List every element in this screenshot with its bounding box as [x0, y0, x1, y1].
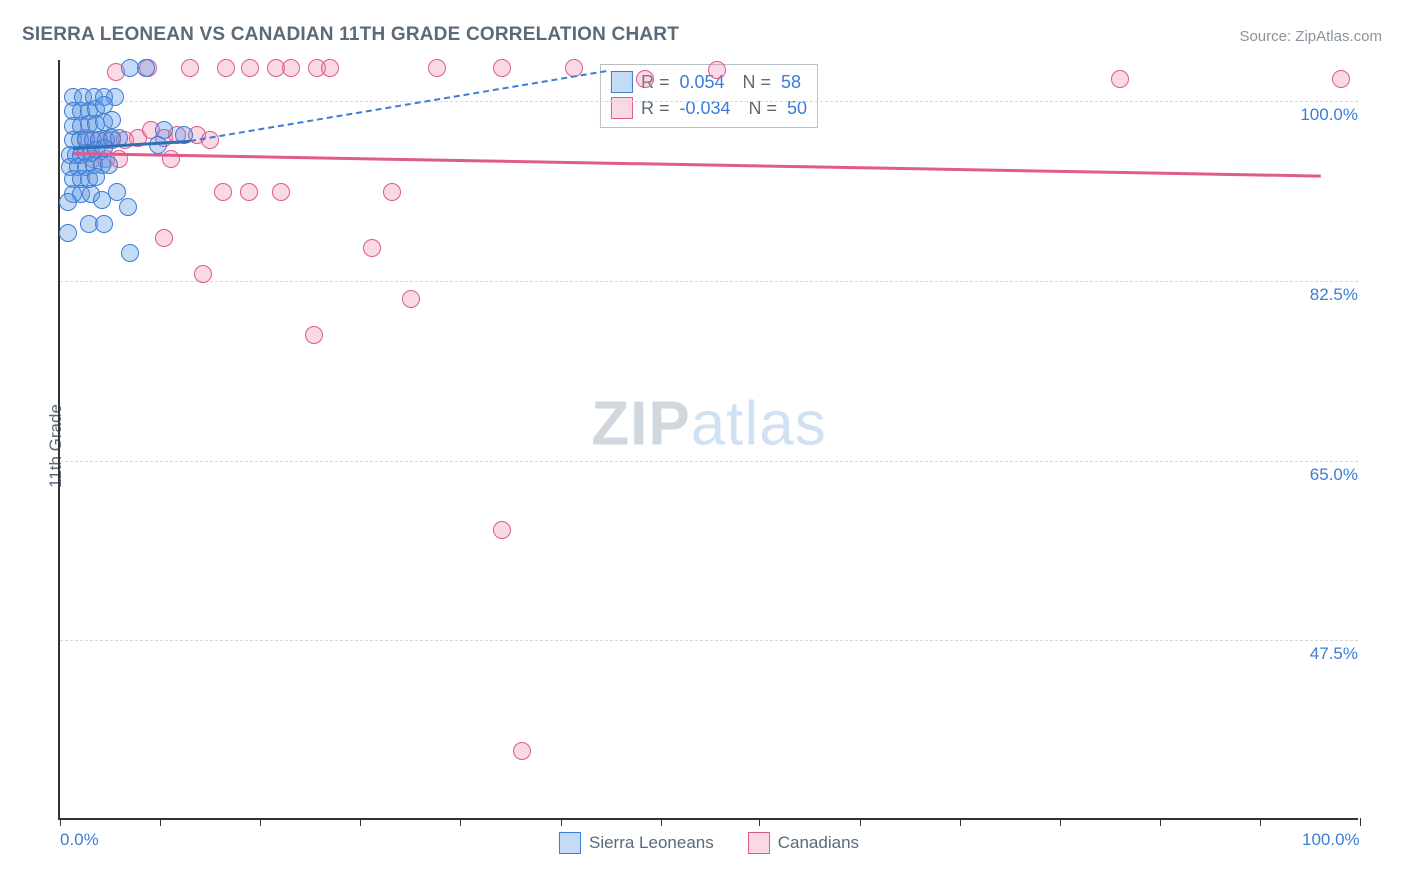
- data-point: [383, 183, 401, 201]
- data-point: [513, 742, 531, 760]
- n-value-1: 50: [787, 95, 807, 121]
- data-point: [149, 136, 167, 154]
- xtick-mark: [260, 818, 261, 826]
- gridline: [60, 640, 1358, 641]
- watermark-first: ZIP: [591, 389, 690, 458]
- data-point: [1332, 70, 1350, 88]
- data-point: [708, 61, 726, 79]
- xtick-mark: [1160, 818, 1161, 826]
- data-point: [181, 59, 199, 77]
- series-legend-item-0: Sierra Leoneans: [559, 832, 714, 854]
- data-point: [1111, 70, 1129, 88]
- data-point: [162, 150, 180, 168]
- data-point: [119, 198, 137, 216]
- data-point: [201, 131, 219, 149]
- xtick-label: 0.0%: [60, 830, 99, 850]
- r-value-1: -0.034: [679, 95, 730, 121]
- source-label: Source: ZipAtlas.com: [1239, 28, 1382, 45]
- xtick-mark: [360, 818, 361, 826]
- data-point: [121, 244, 139, 262]
- legend-swatch-0: [611, 71, 633, 93]
- chart-title: SIERRA LEONEAN VS CANADIAN 11TH GRADE CO…: [22, 24, 679, 46]
- data-point: [103, 111, 121, 129]
- data-point: [321, 59, 339, 77]
- data-point: [240, 183, 258, 201]
- ytick-label: 47.5%: [1310, 644, 1360, 664]
- gridline: [60, 101, 1358, 102]
- gridline: [60, 461, 1358, 462]
- xtick-mark: [661, 818, 662, 826]
- data-point: [155, 121, 173, 139]
- data-point: [305, 326, 323, 344]
- trend-line: [190, 70, 606, 142]
- ytick-label: 100.0%: [1300, 105, 1360, 125]
- data-point: [59, 224, 77, 242]
- xtick-label: 100.0%: [1302, 830, 1360, 850]
- data-point: [272, 183, 290, 201]
- trend-line: [73, 152, 1321, 178]
- series-swatch-1: [748, 832, 770, 854]
- correlation-row-1: R = -0.034 N = 50: [611, 95, 807, 121]
- xtick-mark: [960, 818, 961, 826]
- data-point: [95, 215, 113, 233]
- data-point: [241, 59, 259, 77]
- xtick-mark: [759, 818, 760, 826]
- series-legend-item-1: Canadians: [748, 832, 859, 854]
- xtick-mark: [60, 818, 61, 826]
- xtick-mark: [1360, 818, 1361, 826]
- xtick-mark: [160, 818, 161, 826]
- xtick-mark: [860, 818, 861, 826]
- data-point: [214, 183, 232, 201]
- data-point: [59, 193, 77, 211]
- data-point: [428, 59, 446, 77]
- xtick-mark: [561, 818, 562, 826]
- ytick-label: 82.5%: [1310, 285, 1360, 305]
- data-point: [636, 70, 654, 88]
- data-point: [194, 265, 212, 283]
- n-label: N =: [743, 69, 772, 95]
- data-point: [137, 59, 155, 77]
- data-point: [493, 59, 511, 77]
- xtick-mark: [1060, 818, 1061, 826]
- n-value-0: 58: [781, 69, 801, 95]
- data-point: [217, 59, 235, 77]
- watermark-second: atlas: [691, 389, 827, 458]
- data-point: [493, 521, 511, 539]
- data-point: [282, 59, 300, 77]
- series-label-0: Sierra Leoneans: [589, 833, 714, 853]
- series-legend: Sierra Leoneans Canadians: [559, 832, 859, 854]
- xtick-mark: [1260, 818, 1261, 826]
- scatter-plot: ZIPatlas R = 0.054 N = 58 R = -0.034 N =…: [58, 60, 1358, 820]
- watermark: ZIPatlas: [591, 388, 826, 459]
- data-point: [402, 290, 420, 308]
- series-label-1: Canadians: [778, 833, 859, 853]
- data-point: [363, 239, 381, 257]
- series-swatch-0: [559, 832, 581, 854]
- n-label: N =: [749, 95, 778, 121]
- ytick-label: 65.0%: [1310, 465, 1360, 485]
- data-point: [155, 229, 173, 247]
- gridline: [60, 281, 1358, 282]
- r-label: R =: [641, 95, 670, 121]
- data-point: [87, 168, 105, 186]
- xtick-mark: [460, 818, 461, 826]
